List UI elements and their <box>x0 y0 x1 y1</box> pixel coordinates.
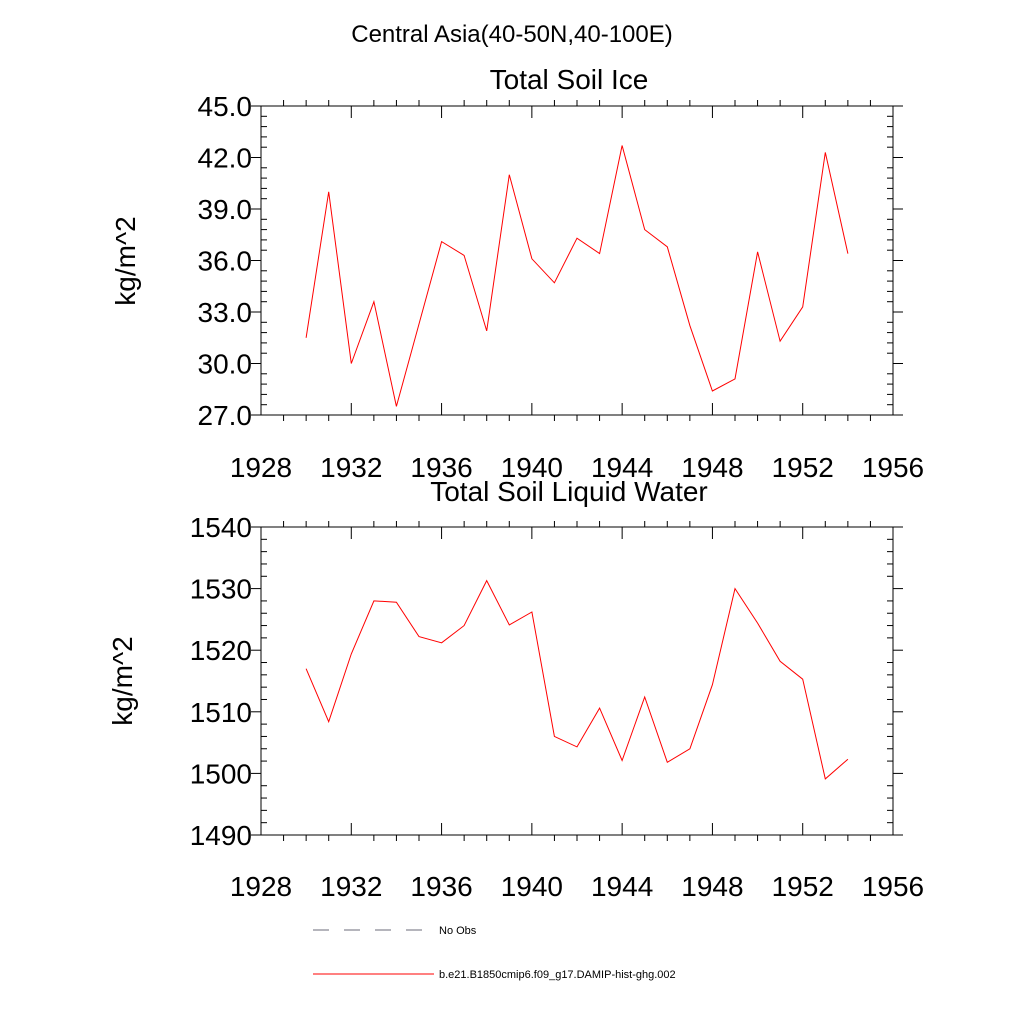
x-tick-label: 1932 <box>320 452 382 483</box>
y-tick-label: 1490 <box>190 820 252 851</box>
x-tick-labels: 1928 1932 1936 1940 1944 1948 1952 1956 <box>230 871 924 902</box>
x-tick-label: 1940 <box>501 871 563 902</box>
y-tick-label: 1540 <box>190 512 252 543</box>
y-tick-label: 30.0 <box>198 349 253 380</box>
series-marks <box>305 145 849 407</box>
y-tick-label: 1500 <box>190 758 252 789</box>
x-tick-label: 1936 <box>410 871 472 902</box>
series-line <box>305 145 849 407</box>
x-tick-label: 1952 <box>772 871 834 902</box>
x-tick-label: 1956 <box>862 871 924 902</box>
y-tick-label: 45.0 <box>198 91 253 122</box>
legend: No Obs b.e21.B1850cmip6.f09_g17.DAMIP-hi… <box>313 925 676 981</box>
x-tick-label: 1928 <box>230 871 292 902</box>
series-marks <box>305 579 849 780</box>
x-tick-label: 1944 <box>591 871 653 902</box>
series-line <box>305 579 849 780</box>
y-tick-label: 1510 <box>190 697 252 728</box>
x-tick-label: 1952 <box>772 452 834 483</box>
x-tick-label: 1932 <box>320 871 382 902</box>
x-tick-label: 1948 <box>681 871 743 902</box>
plot-frame <box>260 105 894 416</box>
y-axis-label: kg/m^2 <box>107 636 138 725</box>
axis-ticks <box>251 521 903 841</box>
legend-label-series: b.e21.B1850cmip6.f09_g17.DAMIP-hist-ghg.… <box>439 969 676 981</box>
y-tick-label: 27.0 <box>198 400 253 431</box>
x-tick-label: 1948 <box>681 452 743 483</box>
x-tick-labels: 1928 1932 1936 1940 1944 1948 1952 1956 <box>230 452 924 483</box>
x-tick-label: 1940 <box>501 452 563 483</box>
panel-title: Total Soil Ice <box>490 64 649 95</box>
y-tick-labels: 1490 1500 1510 1520 1530 1540 <box>190 512 252 851</box>
panel-soil-liquid-water: Total Soil Liquid Water 1928 1932 1936 1940… <box>107 476 924 902</box>
figure-title: Central Asia(40-50N,40-100E) <box>351 21 673 48</box>
x-tick-label: 1956 <box>862 452 924 483</box>
panel-title: Total Soil Liquid Water <box>430 476 708 507</box>
x-tick-label: 1944 <box>591 452 653 483</box>
y-axis-label: kg/m^2 <box>110 216 141 305</box>
panel-soil-ice: Total Soil Ice 1928 1932 1936 1940 1944 1948 1… <box>110 64 924 483</box>
x-tick-label: 1928 <box>230 452 292 483</box>
legend-label-no-obs: No Obs <box>439 925 477 937</box>
plot-frame <box>260 526 894 836</box>
x-tick-label: 1936 <box>410 452 472 483</box>
y-tick-labels: 27.0 30.0 33.0 36.0 39.0 42.0 45.0 <box>198 91 253 431</box>
y-tick-label: 33.0 <box>198 297 253 328</box>
y-tick-label: 42.0 <box>198 143 253 174</box>
y-tick-label: 1530 <box>190 574 252 605</box>
y-tick-label: 39.0 <box>198 194 253 225</box>
y-tick-label: 1520 <box>190 635 252 666</box>
y-tick-label: 36.0 <box>198 246 253 277</box>
axis-ticks <box>251 100 903 421</box>
